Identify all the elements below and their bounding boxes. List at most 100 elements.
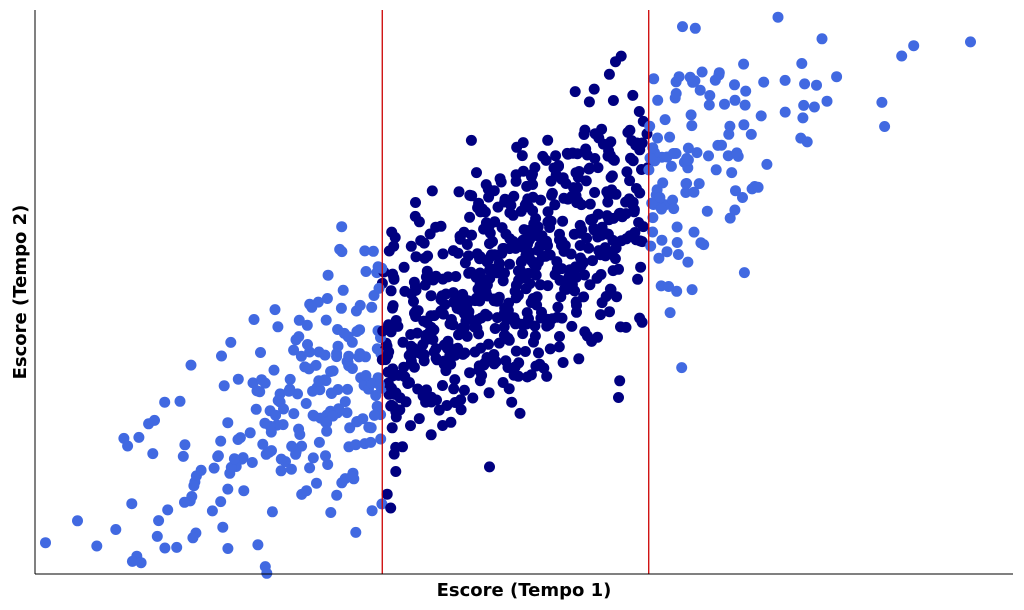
- data-point-outside: [266, 506, 278, 518]
- data-point-inside: [574, 240, 586, 251]
- data-point-outside: [710, 164, 722, 176]
- data-point-inside: [524, 247, 536, 259]
- data-point-inside: [584, 198, 596, 210]
- data-point-outside: [682, 256, 694, 268]
- data-point-outside: [177, 450, 189, 462]
- data-point-outside: [908, 40, 920, 52]
- data-point-inside: [386, 422, 398, 434]
- data-point-inside: [589, 153, 601, 164]
- data-point-outside: [149, 414, 160, 426]
- data-point-inside: [437, 420, 449, 431]
- data-point-inside: [603, 68, 615, 80]
- data-point-outside: [251, 385, 263, 397]
- data-point-inside: [464, 367, 476, 379]
- data-point-outside: [716, 139, 727, 151]
- data-point-inside: [611, 291, 623, 303]
- data-point-inside: [615, 50, 627, 62]
- data-point-inside: [437, 380, 448, 391]
- data-point-inside: [473, 328, 485, 340]
- data-point-inside: [523, 313, 534, 325]
- data-point-inside: [556, 263, 568, 275]
- data-point-inside: [589, 187, 601, 198]
- data-point-outside: [657, 177, 669, 189]
- data-point-inside: [532, 244, 544, 256]
- data-point-outside: [360, 370, 372, 381]
- data-point-inside: [583, 242, 595, 254]
- data-point-outside: [232, 373, 244, 385]
- data-point-outside: [234, 432, 246, 444]
- data-point-outside: [738, 267, 750, 279]
- data-point-inside: [542, 134, 554, 146]
- data-point-inside: [579, 326, 591, 338]
- data-point-inside: [625, 152, 636, 164]
- data-point-outside: [644, 152, 656, 164]
- data-point-inside: [592, 208, 604, 220]
- data-point-inside: [382, 377, 394, 389]
- data-point-inside: [448, 383, 460, 395]
- data-point-inside: [542, 216, 554, 228]
- data-point-inside: [465, 134, 477, 146]
- data-point-inside: [517, 328, 529, 340]
- data-point-outside: [185, 359, 197, 371]
- data-point-outside: [648, 73, 660, 85]
- data-point-outside: [719, 98, 730, 110]
- data-point-inside: [421, 317, 433, 329]
- data-point-inside: [592, 331, 603, 343]
- data-point-inside: [438, 358, 450, 370]
- data-point-inside: [413, 216, 425, 228]
- data-point-inside: [570, 296, 582, 308]
- data-point-outside: [701, 205, 713, 217]
- data-point-outside: [301, 485, 312, 497]
- data-point-outside: [694, 84, 706, 96]
- data-point-inside: [592, 162, 604, 174]
- data-point-inside: [458, 308, 470, 320]
- data-point-outside: [259, 561, 271, 573]
- data-point-outside: [285, 463, 297, 475]
- data-point-outside: [228, 453, 240, 465]
- data-point-outside: [659, 114, 671, 126]
- data-point-inside: [579, 124, 591, 136]
- data-point-inside: [484, 461, 495, 473]
- data-point-outside: [284, 373, 296, 385]
- data-point-outside: [739, 99, 751, 111]
- data-point-inside: [482, 310, 493, 322]
- data-point-inside: [565, 248, 577, 260]
- data-point-outside: [272, 321, 284, 333]
- data-point-inside: [554, 331, 565, 342]
- data-point-inside: [447, 245, 459, 257]
- data-point-outside: [672, 249, 684, 260]
- data-point-inside: [488, 293, 500, 305]
- data-point-outside: [368, 409, 380, 421]
- data-point-inside: [550, 169, 562, 181]
- data-point-outside: [724, 120, 736, 132]
- data-point-inside: [459, 257, 471, 269]
- data-point-inside: [535, 194, 547, 206]
- data-point-outside: [730, 185, 741, 197]
- data-point-outside: [345, 471, 357, 483]
- data-point-outside: [372, 261, 384, 273]
- data-point-inside: [530, 269, 542, 281]
- data-point-inside: [405, 288, 417, 300]
- data-point-inside: [531, 299, 543, 311]
- data-point-outside: [671, 237, 683, 248]
- data-point-outside: [237, 452, 249, 464]
- data-point-inside: [388, 448, 400, 460]
- data-point-inside: [490, 356, 502, 368]
- data-point-inside: [504, 233, 516, 245]
- data-point-outside: [217, 521, 229, 533]
- data-point-outside: [299, 361, 311, 373]
- data-point-outside: [215, 496, 227, 508]
- data-point-outside: [371, 401, 383, 412]
- data-point-outside: [801, 136, 813, 148]
- data-point-outside: [374, 379, 386, 391]
- data-point-inside: [593, 132, 605, 144]
- data-point-inside: [467, 392, 479, 404]
- data-point-inside: [533, 347, 544, 359]
- data-point-outside: [321, 293, 333, 304]
- data-point-inside: [566, 320, 578, 332]
- data-point-outside: [682, 162, 694, 174]
- data-point-inside: [549, 199, 561, 211]
- data-point-inside: [563, 275, 574, 287]
- data-point-inside: [428, 324, 440, 336]
